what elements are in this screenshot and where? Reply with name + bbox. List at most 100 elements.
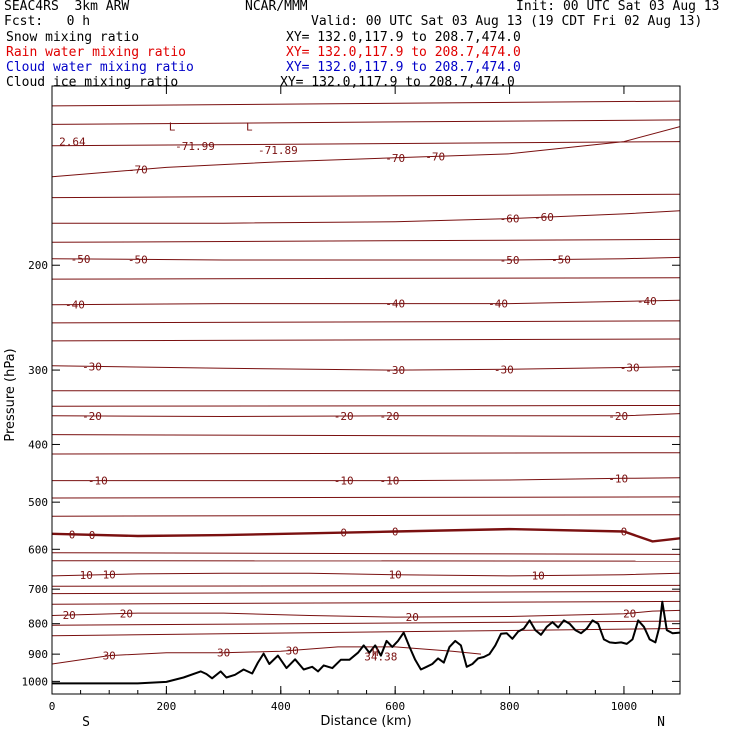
theta-contour-line — [52, 620, 680, 626]
theta-contour-line — [52, 452, 680, 455]
isotherm-label: -30 — [82, 360, 102, 373]
isotherm-label: 10 — [103, 569, 116, 582]
contour-annotation-value: -71.89 — [258, 144, 298, 157]
isotherm-label: -40 — [65, 299, 85, 312]
isotherm-line — [52, 477, 680, 482]
isotherm-label: -30 — [385, 364, 405, 377]
field-name-rain: Rain water mixing ratio — [6, 45, 187, 60]
x-axis-label: Distance (km) — [320, 714, 411, 729]
isotherm-label: 0 — [621, 526, 628, 539]
isotherm-label: 0 — [89, 529, 96, 542]
endpoint-label-north: N — [657, 715, 665, 730]
field-xy-cloud-water: XY= 132.0,117.9 to 208.7,474.0 — [286, 60, 521, 75]
high-marker: H — [372, 646, 379, 659]
isotherm-label: -20 — [608, 410, 628, 423]
isotherm-label: -70 — [385, 152, 405, 165]
theta-contour-line — [52, 496, 680, 499]
contour-annotation-value: 34.38 — [364, 650, 397, 663]
field-name-cloud-water: Cloud water mixing ratio — [6, 60, 194, 75]
theta-contour-line — [52, 193, 680, 199]
isotherm-label: -70 — [128, 164, 148, 177]
isotherm-label: 0 — [340, 527, 347, 540]
isotherm-label: 20 — [63, 609, 76, 622]
axes-layer: 0 200 400 600 800 100020030040050060070080090… — [22, 86, 680, 713]
theta-contour-line — [52, 277, 680, 280]
isotherm-label: -60 — [500, 213, 520, 226]
terrain-layer — [52, 600, 681, 685]
x-tick-label: 0 — [49, 700, 56, 713]
center-title: NCAR/MMM — [245, 0, 308, 14]
contour-annotation-value: -71.99 — [175, 140, 215, 153]
theta-contour-line — [52, 100, 680, 107]
field-xy-rain: XY= 132.0,117.9 to 208.7,474.0 — [286, 45, 521, 60]
isotherm-label: -10 — [334, 475, 354, 488]
isotherm-label: -50 — [551, 253, 571, 266]
y-tick-label: 900 — [28, 648, 48, 661]
isotherm-label: -30 — [494, 363, 514, 376]
field-name-snow: Snow mixing ratio — [6, 30, 140, 45]
isotherm-line — [52, 126, 680, 178]
endpoint-label-south: S — [82, 715, 90, 730]
y-tick-label: 700 — [28, 583, 48, 596]
isotherm-label: -50 — [71, 253, 91, 266]
x-tick-label: 400 — [271, 700, 291, 713]
y-tick-label: 500 — [28, 496, 48, 509]
y-tick-label: 300 — [28, 364, 48, 377]
isotherm-label: -40 — [637, 295, 657, 308]
x-tick-label: 200 — [156, 700, 176, 713]
y-tick-label: 200 — [28, 259, 48, 272]
isotherm-label: 30 — [217, 647, 230, 660]
isotherm-label: -30 — [620, 361, 640, 374]
isotherm-line — [52, 646, 482, 665]
isotherm-line — [52, 365, 680, 371]
field-xy-snow: XY= 132.0,117.9 to 208.7,474.0 — [286, 30, 521, 45]
isotherm-label: -10 — [608, 472, 628, 485]
theta-contour-line — [52, 600, 680, 605]
isotherm-label: 10 — [389, 569, 402, 582]
isotherm-label: 30 — [103, 650, 116, 663]
theta-contour-line — [52, 405, 680, 407]
theta-contour-line — [52, 584, 680, 587]
isotherm-line — [52, 413, 680, 418]
contour-label-layer: -70 -70 -70 -60 -60 -50 -50 -50 -50 -40 -40 -40 -40 -… — [59, 121, 657, 664]
isotherm-label: 20 — [120, 607, 133, 620]
theta-contour-line — [52, 514, 680, 517]
isotherm-line — [52, 299, 680, 306]
theta-contour-line — [52, 320, 680, 324]
isotherm-label: -20 — [334, 410, 354, 423]
isotherm-label: -20 — [379, 410, 399, 423]
isotherm-label: -70 — [425, 150, 445, 163]
isotherm-label: -50 — [128, 253, 148, 266]
theta-contour-line — [52, 119, 680, 125]
y-tick-label: 800 — [28, 618, 48, 631]
isotherm-label: -10 — [379, 475, 399, 488]
x-tick-label: 1000 — [611, 700, 638, 713]
x-tick-label: 600 — [385, 700, 405, 713]
isotherm-label: -20 — [82, 410, 102, 423]
theta-contour-layer — [52, 100, 680, 637]
isotherm-line — [52, 256, 680, 261]
isotherm-line — [52, 609, 680, 618]
isotherm-label: 20 — [623, 607, 636, 620]
low-marker: L — [246, 121, 253, 134]
theta-contour-line — [52, 238, 680, 243]
valid-time: Valid: 00 UTC Sat 03 Aug 13 (19 CDT Fri … — [311, 14, 703, 29]
contour-annotation-value: 2.64 — [59, 136, 86, 149]
isotherm-label: 10 — [80, 569, 93, 582]
theta-contour-line — [52, 338, 680, 342]
isotherm-line — [52, 572, 680, 577]
isotherm-line — [52, 210, 680, 224]
isotherm-layer — [52, 126, 680, 665]
isotherm-label: 0 — [69, 528, 76, 541]
isotherm-label: 30 — [286, 644, 299, 657]
low-marker: L — [169, 121, 176, 134]
isotherm-label: -40 — [488, 298, 508, 311]
isotherm-label: -10 — [88, 475, 108, 488]
y-tick-label: 600 — [28, 543, 48, 556]
init-time: Init: 00 UTC Sat 03 Aug 13 — [516, 0, 720, 14]
y-tick-label: 1000 — [22, 675, 49, 688]
theta-contour-line — [52, 141, 680, 147]
terrain-profile — [52, 600, 681, 685]
theta-contour-line — [52, 552, 680, 555]
